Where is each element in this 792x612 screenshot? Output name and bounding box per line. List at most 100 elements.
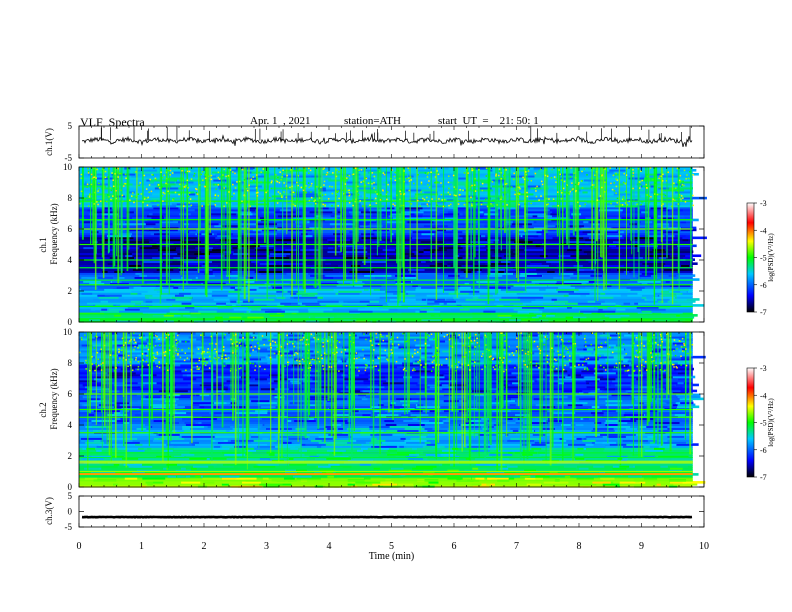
ch2-spectrogram-speckle <box>411 356 414 358</box>
ch2-spectrogram-cell <box>643 477 658 480</box>
ch1-spectrogram-cell <box>664 268 676 271</box>
ch1-spectrogram-cell <box>566 198 592 202</box>
ch1-spectrogram-cell <box>577 268 597 271</box>
ch1-spectrogram-cell <box>542 242 561 246</box>
ch1-spectrogram-speckle <box>165 182 167 185</box>
ch2-spectrogram-cell <box>606 455 628 458</box>
ch1-spectrogram-speckle <box>355 167 358 170</box>
ch2-spectrogram-sferic <box>392 332 394 421</box>
ch1-spectrogram-cell <box>581 226 595 230</box>
ch1-spectrogram-cell <box>478 210 484 214</box>
ch1-spectrogram-cell <box>484 224 498 228</box>
ch1-spectrogram-speckle <box>506 204 508 206</box>
date-label: Apr. 1 , 2021 <box>250 115 311 127</box>
ch2-spectrogram-cell <box>298 401 316 405</box>
ch2-spectrogram-speckle <box>438 364 441 366</box>
ch1-spectrogram-speckle <box>665 180 668 182</box>
ch1-spectrogram-speckle <box>616 197 619 200</box>
ch2-spectrogram-sferic <box>330 332 333 437</box>
ch1-spectrogram-cell <box>583 220 589 224</box>
ch2-spectrogram-cell <box>498 395 512 399</box>
ch2-spectrogram-cell <box>325 485 351 488</box>
ch2-spectrogram-cell <box>113 463 120 466</box>
ch1-spectrogram-cell <box>101 230 122 234</box>
ch2-spectrogram-cell <box>247 337 263 341</box>
ch1-spectrogram-row <box>79 314 693 317</box>
ch1-spectrogram-speckle <box>530 202 532 205</box>
ch1-spectrogram-speckle <box>111 172 113 174</box>
ch2-spectrogram-cell <box>604 443 627 446</box>
ch2-spectrogram-cell <box>399 367 405 371</box>
ch1-spectrogram-cell <box>159 280 178 283</box>
ch2-spectrogram-sferic <box>640 332 643 457</box>
ch1-spectrogram-cell <box>675 268 693 271</box>
ch2-spectrogram-cell <box>346 359 371 363</box>
ch2-spectrogram-cell <box>165 463 178 466</box>
ch1-spectrogram-sferic <box>353 167 356 245</box>
ch2-spectrogram-cell <box>677 371 687 375</box>
ch1-spectrogram-cell <box>326 196 337 200</box>
ch2-spectrogram-cell <box>405 455 417 458</box>
ch2-spectrogram-cell <box>251 441 274 444</box>
ch1-spectrogram-speckle <box>338 197 340 200</box>
ch2-spectrogram-cell <box>192 401 215 405</box>
ch2-spectrogram-cell <box>175 469 191 472</box>
ch2-spectrogram-cell <box>97 357 120 361</box>
ch1-spectrogram-speckle <box>574 190 577 193</box>
ch2-spectrogram-sferic <box>541 332 543 437</box>
ch2-spectrogram-cell <box>509 459 525 462</box>
ch2-spectrogram-sferic <box>463 332 466 448</box>
ch2-spectrogram-speckle <box>156 365 158 368</box>
ch1-spectrogram-speckle <box>158 187 161 189</box>
ch2-spectrogram-speckle <box>515 350 518 352</box>
ch1-spectrogram-speckle <box>403 180 406 183</box>
ch1-spectrogram-sferic <box>304 167 306 293</box>
ch1-spectrogram-speckle <box>189 198 192 200</box>
ch1-spectrogram-cell <box>143 192 153 196</box>
ch2-spectrogram-cell <box>342 345 350 349</box>
ch1-spectrogram-cell <box>589 244 609 248</box>
ch1-spectrogram-cell <box>646 198 672 202</box>
ch1-spectrogram-speckle <box>87 167 89 170</box>
ch1-spectrogram-speckle <box>255 187 258 189</box>
ch1-spectrogram-cell <box>317 204 337 208</box>
ch1-spectrogram-speckle <box>612 174 615 177</box>
ch1-spectrogram-speckle <box>157 184 160 186</box>
ch1-spectrogram-cell <box>533 167 546 170</box>
ch1-spectrogram-sferic <box>508 167 511 261</box>
ch1-spectrogram-speckle <box>381 189 384 191</box>
ch1-spectrogram-speckle <box>188 192 191 194</box>
ch1-spectrogram-speckle <box>394 204 396 207</box>
ch1-spectrogram-speckle <box>682 180 684 182</box>
ch1-spectrogram-cell <box>365 190 380 194</box>
ch1-spectrogram-speckle <box>354 167 357 170</box>
ch2-spectrogram-cell <box>515 413 531 417</box>
ch2-spectrogram-cell <box>551 453 571 456</box>
ch1-spectrogram-cell <box>580 294 587 297</box>
ch2-spectrogram-tone <box>79 416 693 418</box>
ch2-spectrogram-cell <box>604 421 628 425</box>
ch1-spectrogram-cell <box>609 316 621 319</box>
ch2-spectrogram-speckle <box>145 345 148 347</box>
ch2-spectrogram-sferic <box>557 332 559 423</box>
ch1-spectrogram-cell <box>190 168 206 172</box>
ch1-spectrogram-cell <box>679 178 693 182</box>
ch2-spectrogram-cell <box>429 409 435 413</box>
ch1-spectrogram-speckle <box>110 198 112 201</box>
ch1-spectrogram-cell <box>385 206 395 210</box>
ch1-spectrogram-speckle <box>474 177 476 180</box>
ch2-spectrogram-cell <box>666 357 682 361</box>
ch1-spectrogram-cell <box>514 188 529 192</box>
ch1-spectrogram-cell <box>261 272 270 275</box>
ch1-spectrogram-cell <box>682 238 689 242</box>
ch2-spectrogram-cell <box>440 425 450 428</box>
ch2-spectrogram-cell <box>484 455 493 458</box>
ch2-spectrogram-cell <box>311 339 335 343</box>
ch1-spectrogram-sferic <box>633 167 635 278</box>
ch1-spectrogram-cell <box>677 300 696 303</box>
ch2-spectrogram-speckle <box>181 349 183 351</box>
ch2-spectrogram-cell <box>147 341 167 345</box>
ch1-spectrogram-sferic <box>238 167 239 248</box>
ch2-spectrogram-cell <box>653 447 665 450</box>
ch2-spectrogram-cell <box>505 395 520 399</box>
